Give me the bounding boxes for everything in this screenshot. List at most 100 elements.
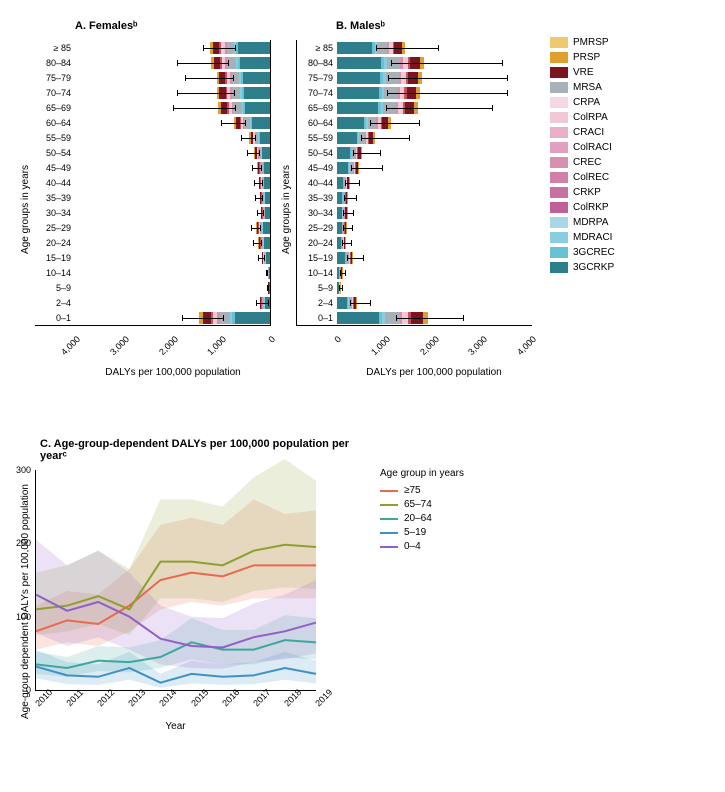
legend-label: PRSP: [573, 52, 600, 63]
legend-item: ≥75: [380, 485, 464, 496]
legend-item: PMRSP: [550, 35, 615, 49]
panel-a-title: A. Femalesᵇ: [75, 20, 271, 32]
legend-label: 5–19: [404, 527, 426, 538]
age-label: 35–39: [35, 193, 75, 203]
xtick: 3,000: [466, 334, 489, 357]
legend-item: MRSA: [550, 80, 615, 94]
legend-item: CRPA: [550, 95, 615, 109]
legend-label: 65–74: [404, 499, 432, 510]
age-label: 30–34: [297, 208, 337, 218]
legend-item: 65–74: [380, 499, 464, 510]
age-label: 75–79: [35, 73, 75, 83]
age-label: 40–44: [35, 178, 75, 188]
legend-label: MDRPA: [573, 217, 608, 228]
age-label: 80–84: [297, 58, 337, 68]
age-label: 25–29: [297, 223, 337, 233]
age-label: 65–69: [35, 103, 75, 113]
bottom-row: C. Age-group-dependent DALYs per 100,000…: [20, 438, 705, 732]
age-label: 60–64: [297, 118, 337, 128]
age-label: 50–54: [297, 148, 337, 158]
panel-a-xlabel: DALYs per 100,000 population: [75, 367, 271, 378]
age-label: 55–59: [35, 133, 75, 143]
panel-c-xlabel: Year: [35, 721, 316, 732]
legend-label: PMRSP: [573, 37, 609, 48]
age-label: 25–29: [35, 223, 75, 233]
age-label: 20–24: [35, 238, 75, 248]
legend-label: MRSA: [573, 82, 602, 93]
age-label: 20–24: [297, 238, 337, 248]
legend-item: MDRPA: [550, 215, 615, 229]
legend-label: CRPA: [573, 97, 600, 108]
panel-c-plot: 0100200300201020112012201320142015201620…: [35, 470, 316, 691]
age-label: 70–74: [35, 88, 75, 98]
xtick: 0: [266, 334, 277, 345]
age-label: 60–64: [35, 118, 75, 128]
legend-item: CRACI: [550, 125, 615, 139]
age-label: ≥ 85: [297, 43, 337, 53]
panel-b: B. Malesᵇ Age groups in years ≥ 85 80–84 7…: [281, 20, 532, 378]
legend-item: 20–64: [380, 513, 464, 524]
age-label: 75–79: [297, 73, 337, 83]
legend-label: 3GCREC: [573, 247, 615, 258]
age-label: 5–9: [35, 283, 75, 293]
panel-b-title: B. Malesᵇ: [336, 20, 532, 32]
legend-item: CRKP: [550, 185, 615, 199]
age-label: 50–54: [35, 148, 75, 158]
age-label: 45–49: [35, 163, 75, 173]
age-label: 45–49: [297, 163, 337, 173]
age-label: 2–4: [35, 298, 75, 308]
age-label: ≥ 85: [35, 43, 75, 53]
legend-label: 3GCRKP: [573, 262, 614, 273]
legend-item: CREC: [550, 155, 615, 169]
legend-item: ColRKP: [550, 200, 615, 214]
legend-label: VRE: [573, 67, 594, 78]
legend-pathogens: PMRSP PRSP VRE MRSA CRPA ColRPA CRACI ColRACI CR…: [550, 35, 615, 275]
xtick: 1,000: [205, 334, 228, 357]
legend-item: 0–4: [380, 541, 464, 552]
age-label: 10–14: [35, 268, 75, 278]
panel-a-xaxis: 4,0003,0002,0001,0000: [75, 326, 270, 361]
age-label: 10–14: [297, 268, 337, 278]
age-label: 70–74: [297, 88, 337, 98]
legend-item: PRSP: [550, 50, 615, 64]
legend-label: ColRPA: [573, 112, 608, 123]
legend-label: CRKP: [573, 187, 601, 198]
ytick: 300: [16, 465, 36, 475]
age-label: 30–34: [35, 208, 75, 218]
age-label: 35–39: [297, 193, 337, 203]
panel-a-plot: ≥ 8580–8475–7970–7465–6960–6455–5950–544…: [35, 40, 271, 326]
panel-b-ylabel: Age groups in years: [281, 165, 292, 254]
xtick: 1,000: [369, 334, 392, 357]
legend-agegroups: Age group in years ≥75 65–74 20–64 5–19 0–4: [380, 468, 464, 555]
age-label: 65–69: [297, 103, 337, 113]
age-label: 15–19: [35, 253, 75, 263]
age-label: 15–19: [297, 253, 337, 263]
age-label: 2–4: [297, 298, 337, 308]
xtick: 2,000: [418, 334, 441, 357]
panel-a-ylabel: Age groups in years: [20, 165, 31, 254]
legend-item: ColREC: [550, 170, 615, 184]
age-label: 0–1: [297, 313, 337, 323]
top-row: A. Femalesᵇ Age groups in years ≥ 85 80–8…: [20, 20, 705, 378]
panel-c-title: C. Age-group-dependent DALYs per 100,000…: [40, 438, 360, 462]
legend-label: ColREC: [573, 172, 609, 183]
xtick: 0: [332, 334, 343, 345]
xtick: 4,000: [515, 334, 538, 357]
legend-label: ColRACI: [573, 142, 612, 153]
ytick: 200: [16, 538, 36, 548]
age-label: 5–9: [297, 283, 337, 293]
panel-a: A. Femalesᵇ Age groups in years ≥ 8580–8…: [20, 20, 271, 378]
legend-item: 3GCRKP: [550, 260, 615, 274]
legend-item: VRE: [550, 65, 615, 79]
panel-b-xlabel: DALYs per 100,000 population: [336, 367, 532, 378]
ytick: 100: [16, 612, 36, 622]
legend-label: 0–4: [404, 541, 421, 552]
legend-label: ≥75: [404, 485, 421, 496]
legend-c-title: Age group in years: [380, 468, 464, 479]
panel-b-xaxis: 01,0002,0003,0004,000: [336, 326, 531, 361]
panel-c-ylabel: Age-group dependent DALYs per 100,000 po…: [20, 484, 31, 719]
legend-item: ColRPA: [550, 110, 615, 124]
panel-b-plot: ≥ 8580–8475–7970–7465–6960–6455–5950–544…: [296, 40, 532, 326]
legend-label: MDRACI: [573, 232, 612, 243]
xtick: 3,000: [108, 334, 131, 357]
